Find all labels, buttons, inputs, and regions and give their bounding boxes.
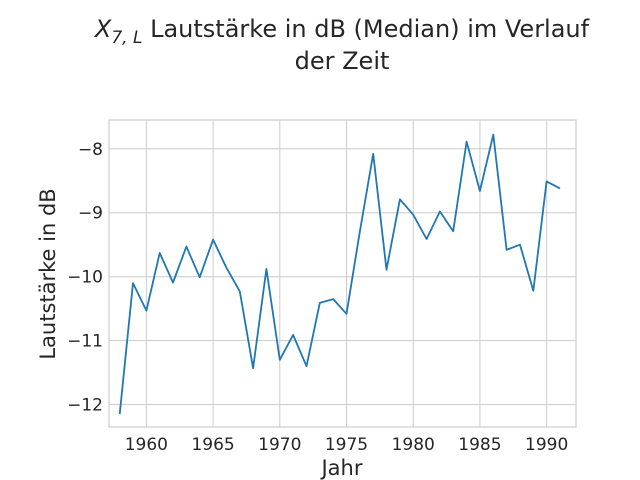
title-line-1: Lautstärke in dB (Median) im Verlauf (142, 15, 589, 43)
x-axis-label: Jahr (319, 456, 362, 480)
y-tick-label: −8 (78, 140, 103, 160)
title-variable-subscript: 7, L (111, 28, 142, 48)
y-axis-label: Lautstärke in dB (36, 188, 60, 359)
y-tick-label: −10 (67, 268, 103, 288)
x-tick-label: 1965 (191, 435, 234, 455)
series-layer (118, 133, 561, 415)
x-tick-label: 1970 (258, 435, 301, 455)
x-tick-label: 1960 (125, 435, 168, 455)
y-ticks: −12 −11 −10 −9 −8 (67, 140, 103, 416)
plot-frame (108, 119, 577, 428)
x-tick-label: 1975 (325, 435, 368, 455)
chart-title-line-2: der Zeit (295, 47, 390, 75)
y-tick-label: −12 (67, 396, 103, 416)
x-tick-label: 1990 (525, 435, 568, 455)
chart-title: X7, L Lautstärke in dB (Median) im Verla… (93, 15, 590, 48)
title-variable: X (93, 15, 112, 43)
series-line (118, 133, 561, 415)
x-tick-label: 1985 (458, 435, 501, 455)
x-tick-label: 1980 (392, 435, 435, 455)
y-tick-label: −11 (67, 332, 103, 352)
x-ticks: 1960 1965 1970 1975 1980 1985 1990 (125, 435, 569, 455)
y-tick-label: −9 (78, 204, 103, 224)
grid (109, 120, 576, 427)
